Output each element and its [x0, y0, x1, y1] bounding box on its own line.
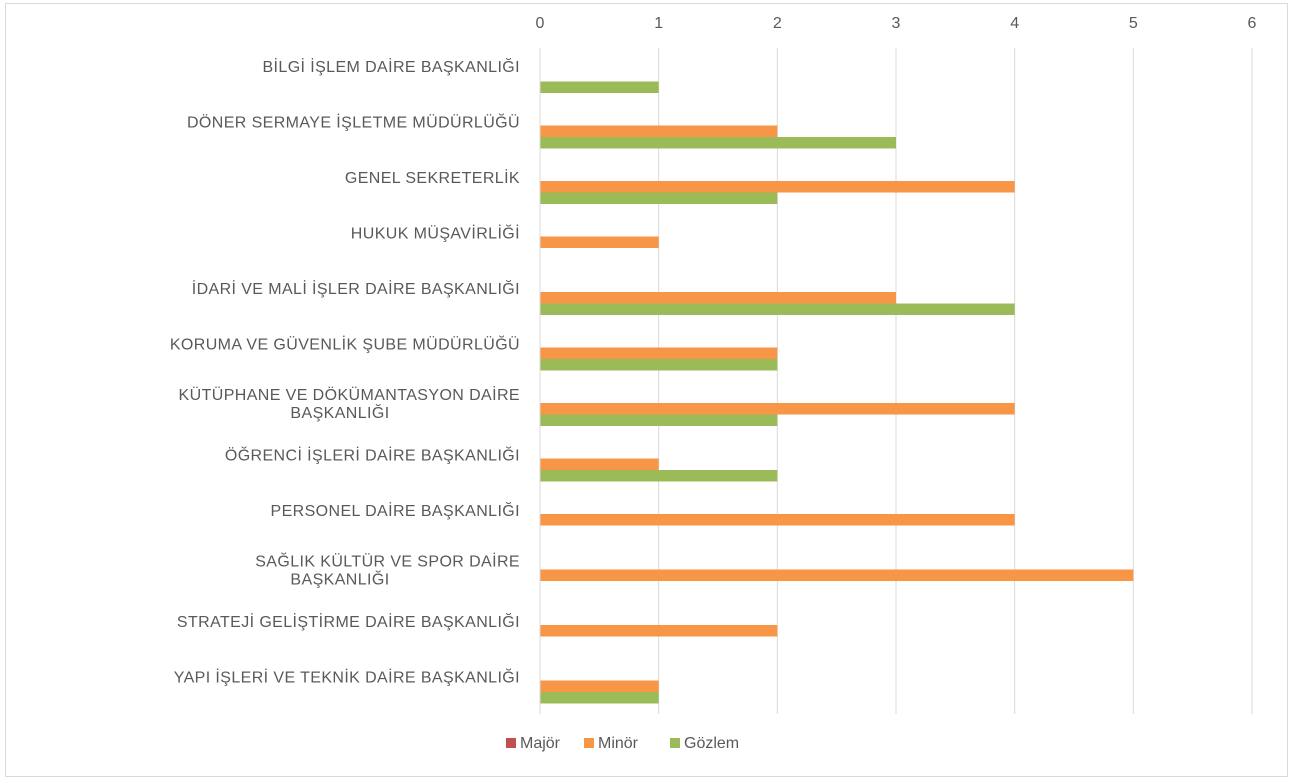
category-label: ÖĞRENCİ İŞLERİ DAİRE BAŞKANLIĞI: [225, 445, 520, 464]
legend-label: Gözlem: [684, 735, 739, 752]
bar-minör: [540, 403, 1015, 415]
bar-minör: [540, 514, 1015, 526]
category-label: İDARİ VE MALİ İŞLER DAİRE BAŞKANLIĞI: [192, 279, 520, 298]
bar-minör: [540, 625, 778, 637]
bar-minör: [540, 292, 896, 304]
bar-minör: [540, 458, 659, 470]
x-tick-label: 6: [1248, 15, 1257, 32]
bar-gözlem: [540, 192, 778, 204]
category-label: STRATEJİ GELİŞTİRME DAİRE BAŞKANLIĞI: [177, 612, 520, 631]
bar-minör: [540, 347, 778, 359]
category-label: YAPI İŞLERİ VE TEKNİK DAİRE BAŞKANLIĞI: [174, 667, 520, 686]
bar-gözlem: [540, 470, 778, 482]
x-tick-label: 3: [892, 15, 901, 32]
bar-gözlem: [540, 81, 659, 93]
category-label: GENEL SEKRETERLİK: [345, 168, 520, 187]
category-label: BİLGİ İŞLEM DAİRE BAŞKANLIĞI: [262, 57, 520, 76]
bar-minör: [540, 125, 778, 137]
category-label: BAŞKANLIĞI: [290, 569, 389, 588]
category-label: KÜTÜPHANE VE DÖKÜMANTASYON DAİRE: [179, 385, 520, 404]
x-tick-label: 1: [654, 15, 663, 32]
category-label: BAŞKANLIĞI: [290, 403, 389, 422]
x-tick-label: 5: [1129, 15, 1138, 32]
bar-minör: [540, 236, 659, 248]
category-label: PERSONEL DAİRE BAŞKANLIĞI: [271, 501, 520, 520]
x-tick-label: 0: [536, 15, 545, 32]
category-label: KORUMA VE GÜVENLİK ŞUBE MÜDÜRLÜĞÜ: [170, 334, 520, 353]
category-label: SAĞLIK KÜLTÜR VE SPOR DAİRE: [255, 551, 520, 570]
legend-swatch-minör: [584, 738, 594, 748]
bar-gözlem: [540, 414, 778, 426]
bar-minör: [540, 181, 1015, 193]
legend-swatch-gözlem: [670, 738, 680, 748]
legend-label: Majör: [520, 735, 561, 752]
bar-gözlem: [540, 303, 1015, 315]
category-label: DÖNER SERMAYE İŞLETME MÜDÜRLÜĞÜ: [187, 112, 520, 131]
legend-swatch-majör: [506, 738, 516, 748]
bar-gözlem: [540, 137, 896, 149]
bar-minör: [540, 680, 659, 692]
bar-minör: [540, 569, 1134, 581]
legend-label: Minör: [598, 735, 639, 752]
x-tick-label: 4: [1010, 15, 1019, 32]
bar-gözlem: [540, 359, 778, 371]
bar-gözlem: [540, 692, 659, 704]
x-tick-label: 2: [773, 15, 782, 32]
category-label: HUKUK MÜŞAVİRLİĞİ: [351, 223, 520, 242]
